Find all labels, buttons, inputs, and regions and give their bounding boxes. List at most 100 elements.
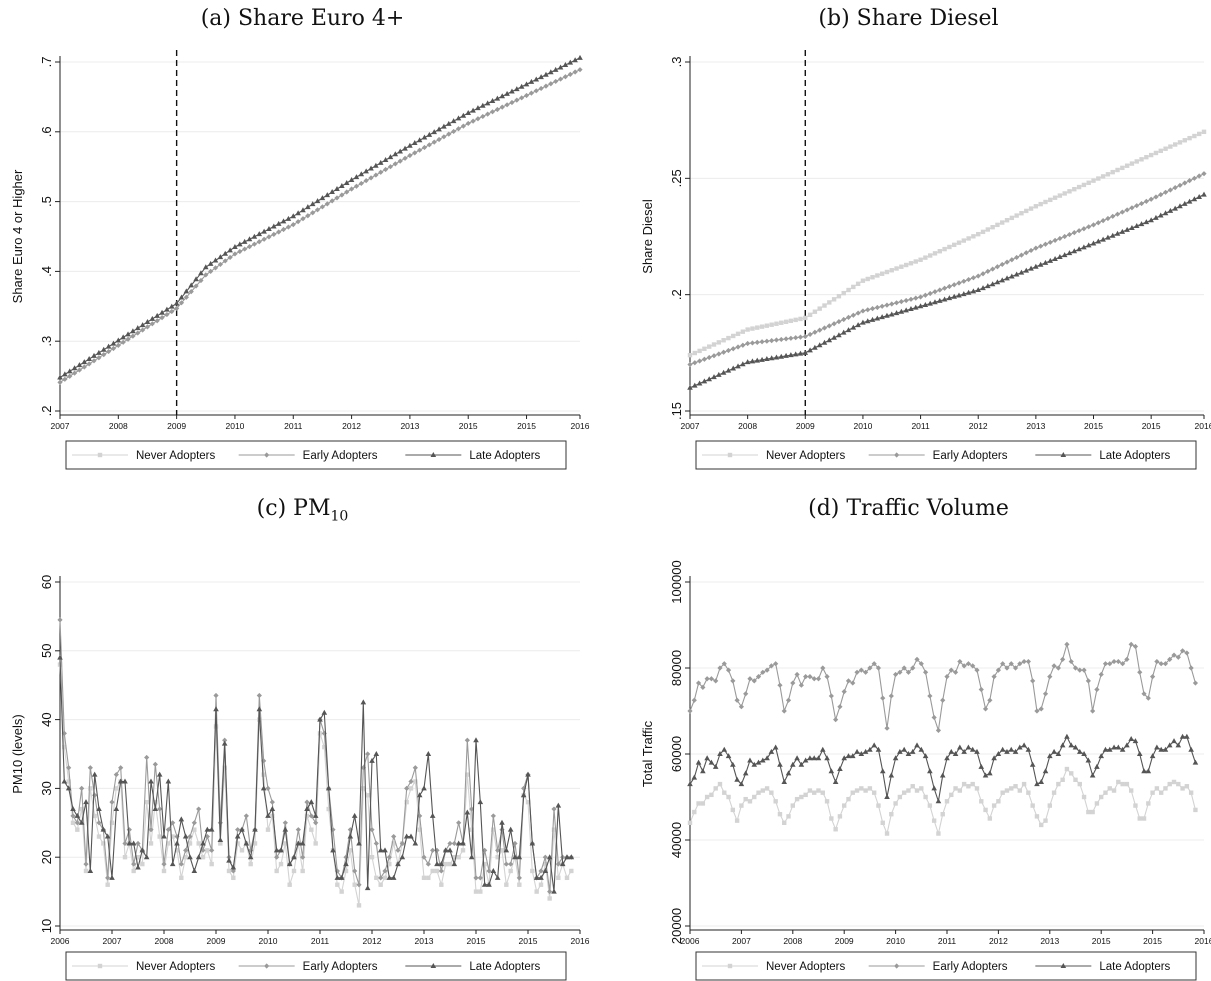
data-point-never [278,861,284,867]
data-point-early [105,348,112,355]
x-tick-label: 2010 [259,936,278,946]
data-point-late [974,748,980,754]
data-point-late [888,311,895,317]
data-point-late [819,746,826,752]
data-point-early [1081,226,1087,232]
data-point-early [295,219,301,225]
data-point-late [1034,781,1040,787]
data-point-early [494,106,500,113]
data-point-late [70,806,76,812]
data-point-never [1030,803,1035,808]
data-point-early [314,207,321,213]
legend-marker-early [264,452,270,458]
y-tick-label: 100000 [669,560,684,603]
data-point-late [1071,248,1078,254]
data-point-never [179,875,184,881]
data-point-early [717,665,723,671]
data-point-never [1100,174,1106,179]
data-point-early [464,737,470,743]
data-point-never [995,222,1000,228]
data-point-late [1162,210,1169,216]
data-point-early [743,691,749,697]
data-point-late [356,840,362,846]
data-point-late [1076,246,1082,252]
data-point-never [687,352,693,358]
panel-title: (a) Share Euro 4+ [200,6,405,31]
data-point-late [773,354,780,360]
data-point-late [503,847,510,853]
data-point-early [828,693,834,699]
data-point-never [779,320,784,325]
data-point-early [397,158,403,164]
data-point-never [309,827,314,832]
data-point-never [1077,781,1082,787]
data-point-late [559,861,566,867]
legend-marker-late [430,452,437,457]
data-point-early [523,92,530,99]
data-point-late [1057,254,1063,260]
data-point-early [1132,643,1139,650]
data-point-late [744,359,751,365]
y-tick-label: 40000 [669,822,684,858]
data-point-late [711,374,717,380]
data-point-never [884,269,890,275]
data-point-early [892,671,899,678]
data-point-never [755,325,760,330]
data-point-late [858,751,865,756]
data-point-early [528,90,534,96]
data-point-late [168,303,175,309]
data-point-never [949,792,954,798]
data-point-early [1115,658,1121,665]
data-point-early [1047,239,1053,245]
data-point-late [816,342,823,348]
data-point-never [1028,206,1034,211]
data-point-early [824,674,830,680]
data-point-late [230,864,237,870]
data-point-never [408,786,414,791]
data-point-early [903,297,909,304]
data-point-late [1081,751,1087,756]
data-point-late [696,380,703,386]
data-point-early [966,276,972,283]
data-point-early [826,323,832,329]
data-point-never [919,786,924,791]
data-point-late [777,761,783,767]
data-point-early [417,813,423,819]
data-point-early [533,88,539,94]
data-point-late [273,847,280,853]
data-point-early [542,854,548,860]
data-point-never [865,276,870,282]
data-point-early [178,300,185,306]
data-point-never [1115,167,1120,173]
y-axis-title: PM10 (levels) [10,714,25,793]
data-point-early [935,727,942,733]
data-point-late [291,854,297,860]
data-point-never [803,315,808,321]
legend-box [65,951,567,981]
data-point-early [475,116,481,122]
data-point-early [790,680,796,686]
data-point-early [426,142,432,148]
data-point-late [261,228,267,234]
data-point-never [991,803,997,808]
data-point-early [1038,243,1044,249]
data-point-late [772,744,779,750]
x-tick-label: 2013 [415,936,434,946]
data-point-never [1094,801,1100,806]
data-point-early [248,847,254,853]
data-point-late [845,327,852,333]
data-point-never [961,238,967,243]
data-point-early [980,271,986,277]
data-point-early [495,847,501,853]
data-point-early [304,799,310,805]
data-point-never [927,803,933,808]
data-point-never [807,788,813,793]
data-point-late [965,744,972,750]
x-tick-label: 2015 [519,936,538,946]
data-point-early [1148,196,1154,202]
data-point-late [434,861,440,867]
data-point-never [913,259,918,264]
data-point-early [692,360,698,366]
data-point-never [439,882,444,887]
chart-pm10: 10 20 30 40 50 60 2006 2007 2008 2009 2010 2011 2012… [10,575,590,981]
